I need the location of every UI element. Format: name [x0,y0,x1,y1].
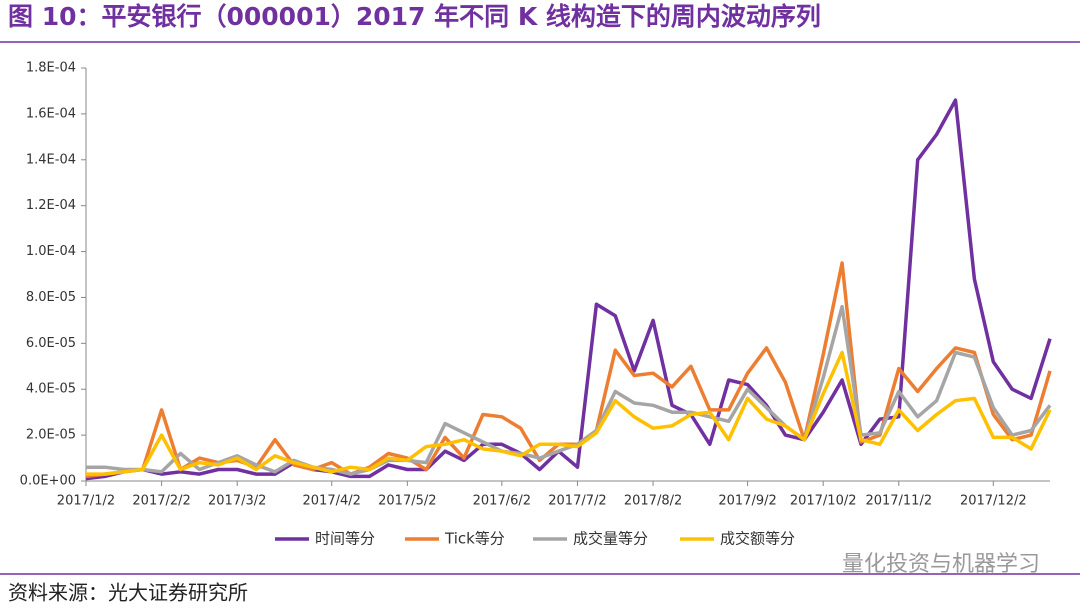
x-tick-label: 2017/8/2 [624,494,682,509]
y-tick-label: 2.0E-05 [26,428,76,443]
y-tick-label: 1.0E-04 [26,244,76,259]
x-tick-label: 2017/11/2 [865,494,932,509]
legend-label: 成交额等分 [720,530,795,548]
y-tick-label: 1.4E-04 [26,152,76,167]
y-tick-label: 0.0E+00 [20,474,76,489]
x-tick-label: 2017/7/2 [548,494,606,509]
x-tick-label: 2017/4/2 [303,494,361,509]
legend-label: 时间等分 [315,530,375,548]
x-tick-label: 2017/6/2 [473,494,531,509]
chart-title: 图 10：平安银行（000001）2017 年不同 K 线构造下的周内波动序列 [8,2,821,31]
x-tick-label: 2017/3/2 [208,494,266,509]
x-tick-label: 2017/5/2 [378,494,436,509]
y-tick-label: 1.8E-04 [26,61,76,76]
legend-label: 成交量等分 [573,530,648,548]
y-tick-label: 1.2E-04 [26,198,76,213]
source: 资料来源：光大证券研究所 [8,581,248,605]
x-tick-label: 2017/12/2 [960,494,1027,509]
legend-label: Tick等分 [444,530,505,548]
watermark: 量化投资与机器学习 [842,552,1040,577]
series-line [86,350,1052,476]
series-line [85,98,1052,481]
x-tick-label: 2017/2/2 [132,494,190,509]
y-tick-label: 8.0E-05 [26,290,76,305]
x-tick-label: 2017/9/2 [718,494,776,509]
x-tick-label: 2017/10/2 [790,494,857,509]
series-line [86,304,1052,476]
y-tick-label: 6.0E-05 [26,336,76,351]
x-tick-label: 2017/1/2 [57,494,115,509]
y-tick-label: 4.0E-05 [26,382,76,397]
y-tick-label: 1.6E-04 [26,106,76,121]
